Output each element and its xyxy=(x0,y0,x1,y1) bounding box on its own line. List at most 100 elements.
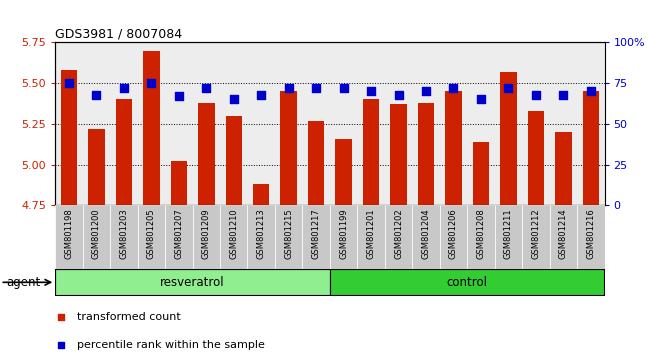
Bar xyxy=(550,42,577,205)
Bar xyxy=(165,205,192,269)
Bar xyxy=(302,42,330,205)
Point xyxy=(558,92,569,97)
Text: transformed count: transformed count xyxy=(77,312,181,322)
Bar xyxy=(385,42,412,205)
Bar xyxy=(192,42,220,205)
Bar xyxy=(439,42,467,205)
Point xyxy=(174,93,184,99)
Bar xyxy=(198,103,214,205)
Bar xyxy=(165,42,192,205)
Bar xyxy=(412,205,439,269)
Bar xyxy=(55,269,330,296)
Text: GSM801205: GSM801205 xyxy=(147,209,156,259)
Bar xyxy=(335,138,352,205)
Bar xyxy=(412,42,439,205)
Text: resveratrol: resveratrol xyxy=(161,276,225,289)
Bar xyxy=(220,42,248,205)
Text: GSM801211: GSM801211 xyxy=(504,209,513,259)
Text: GSM801217: GSM801217 xyxy=(311,209,320,259)
Bar xyxy=(55,205,83,269)
Point xyxy=(55,314,66,320)
Text: GSM801199: GSM801199 xyxy=(339,209,348,259)
Bar xyxy=(445,91,462,205)
Point xyxy=(201,85,211,91)
Point xyxy=(366,88,376,94)
Bar xyxy=(280,91,297,205)
Point xyxy=(448,85,459,91)
Bar xyxy=(390,104,407,205)
Bar xyxy=(143,51,160,205)
Bar xyxy=(363,99,380,205)
Bar xyxy=(330,269,604,296)
Bar xyxy=(330,205,358,269)
Point xyxy=(586,88,596,94)
Bar xyxy=(111,205,138,269)
Text: GSM801207: GSM801207 xyxy=(174,209,183,259)
Bar xyxy=(528,111,544,205)
Bar xyxy=(522,42,550,205)
Point xyxy=(530,92,541,97)
Bar xyxy=(60,70,77,205)
Text: control: control xyxy=(447,276,488,289)
Bar xyxy=(83,205,110,269)
Bar xyxy=(495,205,522,269)
Bar xyxy=(418,103,434,205)
Bar xyxy=(88,129,105,205)
Bar xyxy=(358,205,385,269)
Text: GSM801213: GSM801213 xyxy=(257,209,266,259)
Text: GSM801200: GSM801200 xyxy=(92,209,101,259)
Bar xyxy=(582,91,599,205)
Text: GSM801210: GSM801210 xyxy=(229,209,239,259)
Bar xyxy=(138,205,165,269)
Point xyxy=(339,85,349,91)
Bar xyxy=(467,42,495,205)
Point xyxy=(283,85,294,91)
Point xyxy=(64,80,74,86)
Point xyxy=(55,342,66,348)
Bar xyxy=(248,205,275,269)
Text: GSM801202: GSM801202 xyxy=(394,209,403,259)
Point xyxy=(393,92,404,97)
Bar xyxy=(116,99,132,205)
Bar xyxy=(248,42,275,205)
Text: GSM801214: GSM801214 xyxy=(559,209,568,259)
Point xyxy=(146,80,157,86)
Text: GSM801203: GSM801203 xyxy=(120,209,129,259)
Text: GSM801206: GSM801206 xyxy=(449,209,458,259)
Point xyxy=(119,85,129,91)
Bar xyxy=(577,205,605,269)
Bar xyxy=(577,42,605,205)
Bar xyxy=(275,42,302,205)
Point xyxy=(91,92,101,97)
Text: GSM801208: GSM801208 xyxy=(476,209,486,259)
Bar xyxy=(192,205,220,269)
Text: agent: agent xyxy=(6,276,41,289)
Bar xyxy=(253,184,270,205)
Bar xyxy=(522,205,550,269)
Bar xyxy=(138,42,165,205)
Text: GSM801212: GSM801212 xyxy=(531,209,540,259)
Bar xyxy=(220,205,248,269)
Bar xyxy=(550,205,577,269)
Bar xyxy=(358,42,385,205)
Bar xyxy=(55,42,83,205)
Text: GSM801215: GSM801215 xyxy=(284,209,293,259)
Bar xyxy=(473,142,489,205)
Point xyxy=(476,97,486,102)
Bar xyxy=(500,72,517,205)
Text: GSM801209: GSM801209 xyxy=(202,209,211,259)
Text: GSM801201: GSM801201 xyxy=(367,209,376,259)
Bar xyxy=(170,161,187,205)
Point xyxy=(503,85,514,91)
Bar xyxy=(330,42,358,205)
Text: GDS3981 / 8007084: GDS3981 / 8007084 xyxy=(55,28,183,41)
Text: percentile rank within the sample: percentile rank within the sample xyxy=(77,340,265,350)
Bar xyxy=(439,205,467,269)
Bar xyxy=(308,121,324,205)
Bar xyxy=(302,205,330,269)
Bar xyxy=(495,42,522,205)
Text: GSM801216: GSM801216 xyxy=(586,209,595,259)
Point xyxy=(229,97,239,102)
Bar xyxy=(555,132,571,205)
Bar xyxy=(467,205,495,269)
